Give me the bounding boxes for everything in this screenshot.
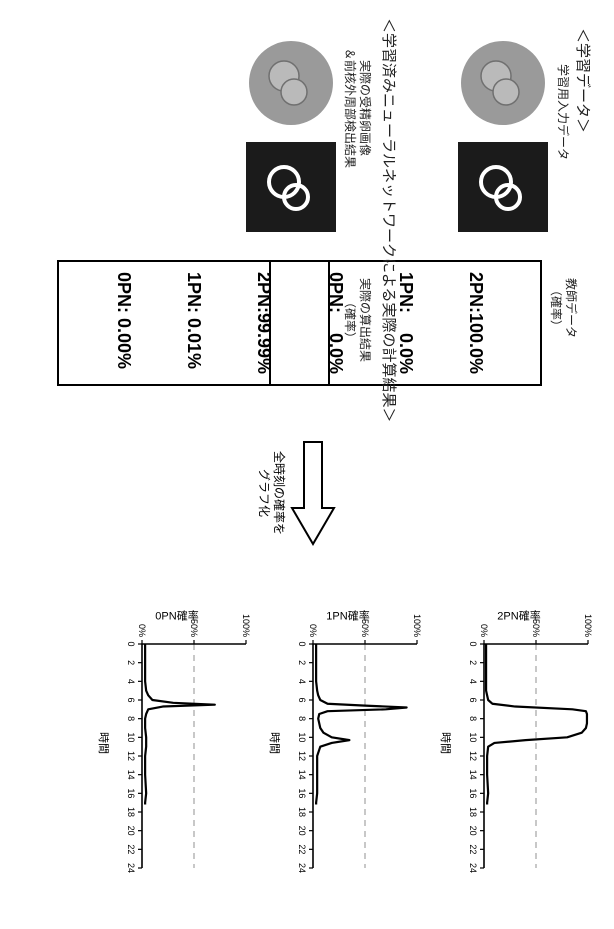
chart-ylabel: 2PN確率 [498, 608, 541, 624]
svg-text:18: 18 [126, 807, 136, 817]
svg-text:100%: 100% [412, 614, 422, 637]
svg-text:16: 16 [468, 788, 478, 798]
cell-image-2 [246, 38, 336, 128]
svg-text:8: 8 [297, 716, 307, 721]
arrow-right-icon [290, 438, 336, 548]
input-images-row-2 [246, 38, 336, 232]
svg-text:4: 4 [297, 679, 307, 684]
svg-text:10: 10 [468, 732, 478, 742]
title-inference: ＜学習済みニューラルネットワークによる実際の計算結果＞ [379, 18, 400, 423]
label-actual-images: 実際の受精卵画像 ＆前核外周部検出結果 [342, 48, 372, 168]
mask-image-2 [246, 142, 336, 232]
chart-ylabel: 1PN確率 [327, 608, 370, 624]
svg-text:14: 14 [126, 770, 136, 780]
svg-text:2: 2 [297, 660, 307, 665]
svg-text:0: 0 [126, 641, 136, 646]
svg-text:10: 10 [297, 732, 307, 742]
svg-text:14: 14 [297, 770, 307, 780]
result-line-1: 1PN: 0.01% [182, 272, 205, 374]
cell-image-1 [458, 38, 548, 128]
svg-text:0: 0 [297, 641, 307, 646]
svg-text:22: 22 [468, 844, 478, 854]
svg-text:12: 12 [468, 751, 478, 761]
svg-text:100%: 100% [241, 614, 251, 637]
svg-text:24: 24 [297, 863, 307, 873]
svg-text:18: 18 [468, 807, 478, 817]
chart-xlabel: 時間 [267, 608, 283, 878]
cell-nucleus-b-icon [493, 79, 519, 105]
svg-text:20: 20 [468, 826, 478, 836]
svg-text:18: 18 [297, 807, 307, 817]
arrow-label: 全時刻の確率を グラフ化 [256, 451, 286, 535]
svg-text:0%: 0% [479, 624, 489, 637]
svg-text:22: 22 [126, 844, 136, 854]
svg-text:0: 0 [468, 641, 478, 646]
svg-text:100%: 100% [583, 614, 593, 637]
label-input-data: 学習用入力データ [555, 64, 570, 160]
actual-images-text: 実際の受精卵画像 ＆前核外周部検出結果 [342, 48, 372, 168]
svg-text:4: 4 [126, 679, 136, 684]
svg-text:20: 20 [297, 826, 307, 836]
svg-text:6: 6 [468, 697, 478, 702]
svg-text:12: 12 [126, 751, 136, 761]
svg-text:0%: 0% [137, 624, 147, 637]
result-line-0: 2PN:99.99% [252, 272, 275, 374]
chart-1pn: 0%50%100%0246810121416182022241PN確率時間 [272, 608, 425, 878]
svg-text:2: 2 [126, 660, 136, 665]
svg-text:2: 2 [468, 660, 478, 665]
arrow-block: 全時刻の確率を グラフ化 [256, 438, 336, 548]
teacher-data-text: 教師データ （確率） [548, 278, 578, 338]
actual-result-box: 2PN:99.99% 1PN: 0.01% 0PN: 0.00% [57, 260, 330, 386]
chart-xlabel: 時間 [438, 608, 454, 878]
svg-text:16: 16 [126, 788, 136, 798]
svg-text:10: 10 [126, 732, 136, 742]
svg-text:14: 14 [468, 770, 478, 780]
svg-text:22: 22 [297, 844, 307, 854]
result-line-2: 0PN: 0.00% [111, 272, 134, 374]
title-learning-data: ＜学習データ＞ [573, 28, 594, 133]
svg-text:6: 6 [297, 697, 307, 702]
mask-image-1 [458, 142, 548, 232]
svg-text:16: 16 [297, 788, 307, 798]
svg-text:12: 12 [297, 751, 307, 761]
chart-ylabel: 0PN確率 [156, 608, 199, 624]
rotated-canvas: ＜学習データ＞ 学習用入力データ 教師データ （確率） 2PN:100.0% 1… [0, 0, 614, 929]
actual-result-text: 実際の算出結果 （確率） [342, 278, 372, 362]
input-data-text: 学習用入力データ [555, 64, 570, 160]
input-images-row-1 [458, 38, 548, 232]
chart-xlabel: 時間 [96, 608, 112, 878]
chart-0pn: 0%50%100%0246810121416182022240PN確率時間 [101, 608, 254, 878]
svg-text:24: 24 [126, 863, 136, 873]
svg-text:8: 8 [126, 716, 136, 721]
svg-text:20: 20 [126, 826, 136, 836]
svg-text:4: 4 [468, 679, 478, 684]
label-teacher-data: 教師データ （確率） [548, 278, 578, 338]
cell-nucleus-b-icon [281, 79, 307, 105]
svg-text:24: 24 [468, 863, 478, 873]
svg-text:0%: 0% [308, 624, 318, 637]
charts-column: 0%50%100%0246810121416182022242PN確率時間 0%… [101, 608, 596, 878]
svg-text:6: 6 [126, 697, 136, 702]
label-actual-result: 実際の算出結果 （確率） [342, 278, 372, 362]
teacher-line-0: 2PN:100.0% [464, 272, 487, 374]
chart-2pn: 0%50%100%0246810121416182022242PN確率時間 [443, 608, 596, 878]
svg-text:8: 8 [468, 716, 478, 721]
